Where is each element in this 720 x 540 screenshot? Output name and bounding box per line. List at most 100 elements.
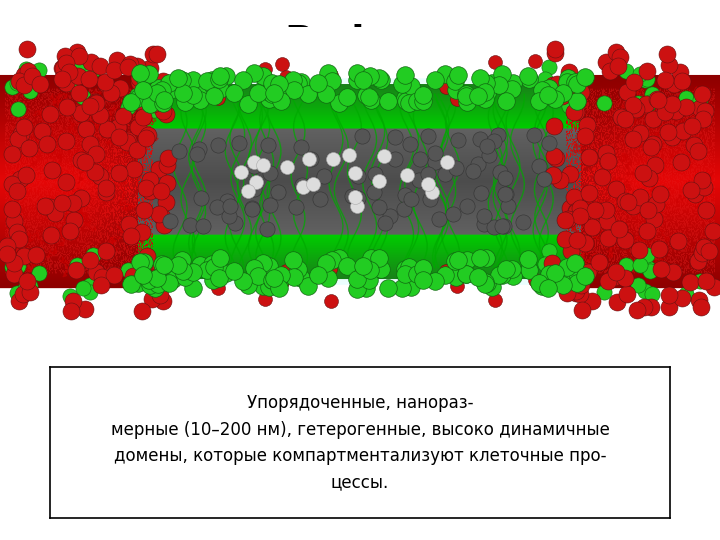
Point <box>341 93 352 102</box>
Point <box>56 75 68 83</box>
Point <box>461 201 472 210</box>
Point <box>100 247 112 255</box>
Point <box>24 86 35 95</box>
Point <box>647 90 658 99</box>
Point <box>132 62 143 70</box>
Point <box>468 167 480 176</box>
Point <box>21 277 32 286</box>
Point <box>346 191 358 200</box>
Point <box>562 289 573 298</box>
Point <box>598 99 610 107</box>
Point <box>266 90 278 98</box>
Point <box>439 170 451 178</box>
Point <box>68 297 79 306</box>
Point <box>207 259 218 268</box>
Point <box>156 212 168 221</box>
Point <box>192 150 203 158</box>
Point <box>540 260 552 268</box>
Point <box>522 254 534 263</box>
Point <box>125 232 137 240</box>
Point <box>449 77 461 85</box>
Point <box>611 48 622 56</box>
Point <box>324 73 336 82</box>
Point <box>498 221 510 230</box>
Point <box>634 246 645 254</box>
Point <box>303 154 315 163</box>
Point <box>634 193 646 201</box>
Point <box>400 281 412 290</box>
Point <box>374 177 385 185</box>
Point <box>75 156 86 165</box>
Point <box>158 261 169 269</box>
Point <box>583 188 595 197</box>
Point <box>600 206 612 214</box>
Point <box>157 98 168 107</box>
Point <box>369 170 381 179</box>
Point <box>112 123 124 131</box>
Point <box>495 168 506 177</box>
Point <box>84 255 96 264</box>
Point <box>587 222 598 231</box>
Point <box>613 225 625 233</box>
Point <box>242 281 253 289</box>
Point <box>620 261 631 269</box>
Point <box>341 261 352 270</box>
Point <box>570 288 582 297</box>
Point <box>132 94 143 103</box>
Point <box>650 200 662 208</box>
Point <box>575 212 586 220</box>
Point <box>14 174 26 183</box>
Point <box>503 201 514 210</box>
Point <box>268 89 279 98</box>
Point <box>259 64 271 73</box>
Point <box>272 188 284 197</box>
Point <box>577 306 588 314</box>
Point <box>148 285 159 294</box>
Point <box>18 71 30 80</box>
Point <box>602 157 613 165</box>
Point <box>451 164 462 173</box>
Point <box>140 82 152 90</box>
Point <box>50 208 61 217</box>
Point <box>252 89 264 98</box>
Point <box>523 266 535 274</box>
Point <box>405 82 417 90</box>
Point <box>582 267 593 276</box>
Point <box>201 76 212 85</box>
Point <box>480 254 491 262</box>
Point <box>508 272 519 280</box>
Point <box>675 68 686 76</box>
Point <box>540 75 552 83</box>
Point <box>351 76 363 85</box>
Point <box>273 278 284 287</box>
Point <box>418 264 429 272</box>
Point <box>207 276 219 285</box>
Point <box>544 139 555 147</box>
Point <box>450 85 462 94</box>
Point <box>474 254 486 262</box>
Point <box>562 73 574 82</box>
Point <box>343 151 354 159</box>
Point <box>276 59 288 68</box>
Point <box>676 294 688 302</box>
Point <box>258 161 269 170</box>
Point <box>423 132 434 140</box>
Point <box>212 284 224 292</box>
Point <box>692 147 703 156</box>
Point <box>582 120 593 129</box>
Point <box>557 89 569 97</box>
Point <box>351 69 362 77</box>
Point <box>559 215 571 224</box>
Point <box>319 171 330 180</box>
Point <box>136 307 148 315</box>
Point <box>63 68 75 76</box>
Point <box>663 60 675 69</box>
Point <box>621 290 633 299</box>
Point <box>194 96 206 105</box>
Point <box>579 272 590 280</box>
Point <box>13 234 24 243</box>
Point <box>451 95 463 104</box>
Point <box>374 254 385 263</box>
Point <box>140 134 151 143</box>
Point <box>549 95 561 104</box>
